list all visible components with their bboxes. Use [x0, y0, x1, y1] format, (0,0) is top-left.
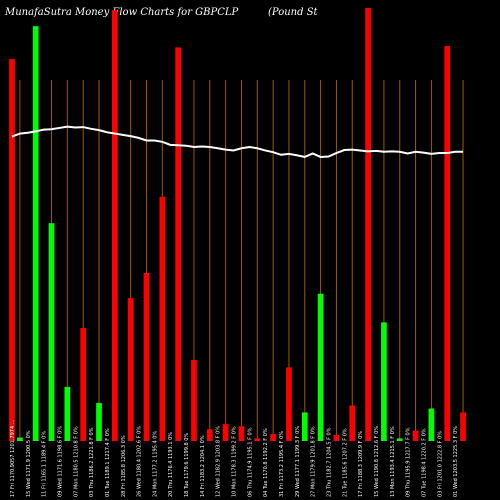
bar [428, 408, 435, 441]
bar [412, 430, 419, 441]
x-tick-label: 09 Wed 1171.6 1198.6 F 0% [57, 426, 63, 497]
x-tick-label: 01 Tue 1189.1 1217.4 F 0% [105, 428, 111, 497]
x-tick-label: 11 Fri 1165.1 1189.4 F 0% [42, 431, 48, 497]
chart-subtitle: (Pound St [268, 7, 319, 18]
bar [254, 438, 261, 441]
bar [191, 360, 197, 441]
x-tick-label: 17 Fri 1188.3 1209.9 F 0% [358, 431, 364, 497]
bar [301, 412, 308, 441]
x-tick-label: 27 Mon 1179.9 1201.8 F 0% [311, 426, 317, 497]
bar [381, 322, 387, 441]
x-tick-label: 23 Thu 1182.7 1204.5 F 0% [327, 427, 333, 497]
bar [17, 437, 23, 441]
bar [143, 273, 150, 441]
bar [127, 298, 134, 441]
x-tick-label: 06 Thu 1174.9 1195.1 F 0% [247, 427, 253, 497]
bar [396, 438, 403, 441]
x-tick-label: 31 Fri 1173.2 1195.4 F 0% [279, 431, 285, 497]
x-tick-label: 24 Mon 1177.2 1195.4 0% [152, 431, 158, 497]
x-tick-label: 07 Tue 1198.4 1220.2 F 0% [421, 428, 427, 497]
bar [206, 429, 213, 441]
bar [222, 424, 229, 441]
x-tick-label: 20 Thu 1176.4 1193.1 0% [168, 432, 174, 497]
money-flow-bars [9, 8, 466, 442]
bar [32, 26, 39, 441]
bar [349, 405, 356, 441]
x-tick-label: 15 Wed 1171.9 1200.5 0% [26, 430, 32, 497]
bar [238, 426, 245, 441]
x-tick-label: 10 Mon 1178.3 1199.2 F 0% [232, 426, 238, 497]
x-tick-label: 12 Wed 1182.9 1203.8 F 0% [216, 426, 222, 497]
average-line [11, 125, 464, 158]
bar [175, 47, 181, 442]
bar [365, 8, 371, 441]
x-tick-label: 09 Thu 1195.9 1217.7 F 0% [406, 427, 412, 497]
bar [111, 10, 118, 441]
x-tick-label: 18 Tue 1179.6 1199.8 0% [184, 433, 190, 497]
x-tick-label: 28 Fri 1185.8 1206.3 0% [121, 435, 127, 497]
x-tick-label: 03 Fri 1201.0 1222.8 F 0% [437, 431, 443, 497]
bar [317, 293, 324, 441]
bar [270, 434, 276, 441]
chart-title: MunafaSutra Money Flow Charts for GBPCLP [4, 7, 239, 18]
x-tick-label: 15 Wed 1190.8 1212.6 F 0% [374, 426, 380, 497]
x-tick-label: 26 Wed 1180.4 1202.6 F 0% [137, 426, 143, 497]
bar [96, 402, 102, 441]
x-axis-labels: 17 Fri 1170.9057 1201.7974 ... 15 Wed 117… [10, 419, 459, 497]
bar [9, 59, 15, 442]
x-tick-label: 01 Wed 1203.5 1225.3 F 0% [453, 426, 459, 497]
x-tick-label: 17 Fri 1170.9057 1201.7974 ... [10, 419, 16, 497]
x-tick-label: 03 Thu 1186.2 1221.8 F 0% [89, 427, 95, 497]
x-tick-label: 04 Tue 1170.8 1192.2 F 0% [263, 428, 269, 497]
bar [48, 223, 55, 441]
x-tick-label: 14 Fri 1183.2 1204.1 0% [200, 435, 206, 497]
bar [64, 386, 71, 442]
bar [80, 327, 87, 441]
x-tick-label: 29 Wed 1177.1 1199.3 F 0% [295, 426, 301, 497]
bar [444, 46, 451, 441]
bar [159, 196, 166, 441]
bar [333, 434, 340, 441]
bar [460, 412, 466, 441]
x-tick-label: 21 Tue 1185.6 1207.2 F 0% [342, 428, 348, 497]
x-tick-label: 07 Mon 1180.5 1210.8 F 0% [73, 426, 79, 497]
bar [286, 367, 292, 441]
x-tick-label: 13 Mon 1193.4 1215.1 F 0% [390, 426, 396, 497]
